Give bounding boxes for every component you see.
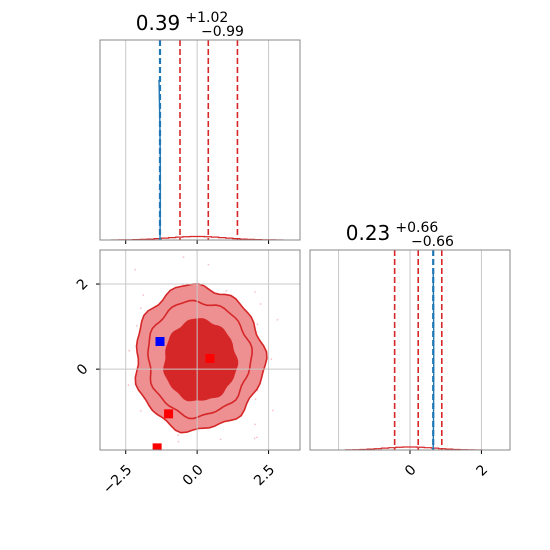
sample-point [253, 291, 256, 293]
panel3-title: 0.23 +0.66 [346, 220, 439, 245]
sample-point [182, 256, 185, 259]
sample-point [142, 294, 145, 297]
sample-point [207, 263, 210, 266]
panel3-frame [309, 249, 511, 451]
contour-inner [163, 318, 239, 402]
panel1-title-minus: −0.99 [201, 24, 244, 40]
sample-point [253, 437, 256, 440]
y-tick-label: 0 [74, 361, 92, 379]
x-tick-label: 0 [402, 462, 420, 480]
panel1-title-value: 0.39 [136, 11, 181, 35]
sample-point [219, 438, 222, 441]
panel2-frame [99, 249, 301, 451]
sample-point [270, 358, 273, 361]
marker-point [164, 409, 174, 419]
panel1-frame [99, 39, 301, 241]
sample-point [177, 434, 180, 437]
x-tick-label: 0.0 [180, 462, 207, 489]
sample-point [136, 324, 138, 327]
marker-point [152, 443, 162, 450]
sample-point [271, 409, 274, 412]
sample-point [139, 409, 142, 412]
panel3-title-plus: +0.66 [395, 220, 438, 236]
marker-point [205, 354, 215, 364]
x-tick-label: 2 [473, 462, 491, 480]
marginal-histogram-1 [99, 39, 301, 244]
sample-point [177, 440, 180, 443]
sample-point [254, 398, 257, 401]
sample-point [276, 318, 279, 321]
sample-point [225, 290, 228, 292]
sample-point [256, 436, 258, 439]
y-tick-label: 2 [74, 276, 92, 294]
sample-point [127, 384, 130, 387]
sample-point [256, 323, 259, 326]
sample-point [134, 268, 137, 271]
truth-density-line [432, 269, 435, 451]
sample-point [254, 423, 256, 426]
panel1-title: 0.39 +1.02 [136, 10, 229, 35]
x-tick-label: −2.5 [100, 462, 135, 497]
panel1-background [100, 40, 300, 240]
truth-density-line [158, 79, 162, 241]
sample-point [139, 307, 142, 310]
panel3-title-value: 0.23 [346, 221, 391, 245]
marker-point [155, 336, 165, 346]
joint-contour-plot: −2.5 0.0 2.5 0 2 [74, 249, 301, 497]
x-tick-label: 2.5 [251, 462, 278, 489]
panel1-title-plus: +1.02 [185, 10, 228, 26]
panel3-title-minus: −0.66 [411, 234, 454, 250]
sample-point [259, 303, 262, 305]
sample-point [128, 349, 131, 352]
